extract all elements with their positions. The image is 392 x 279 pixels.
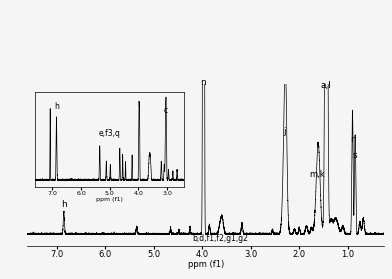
Text: c: c — [163, 106, 168, 115]
Text: b,d,f1,f2,g1,g2: b,d,f1,f2,g1,g2 — [192, 234, 249, 243]
Text: a,l: a,l — [321, 81, 331, 90]
Text: h: h — [54, 102, 59, 111]
Text: h: h — [61, 200, 67, 209]
Text: j: j — [283, 127, 286, 136]
Text: e,f3,q: e,f3,q — [99, 129, 121, 138]
Text: s: s — [353, 151, 358, 160]
Text: m,k: m,k — [309, 170, 325, 179]
Text: n: n — [200, 78, 206, 87]
X-axis label: ppm (f1): ppm (f1) — [96, 198, 123, 203]
Text: r: r — [350, 135, 354, 144]
X-axis label: ppm (f1): ppm (f1) — [188, 260, 224, 269]
